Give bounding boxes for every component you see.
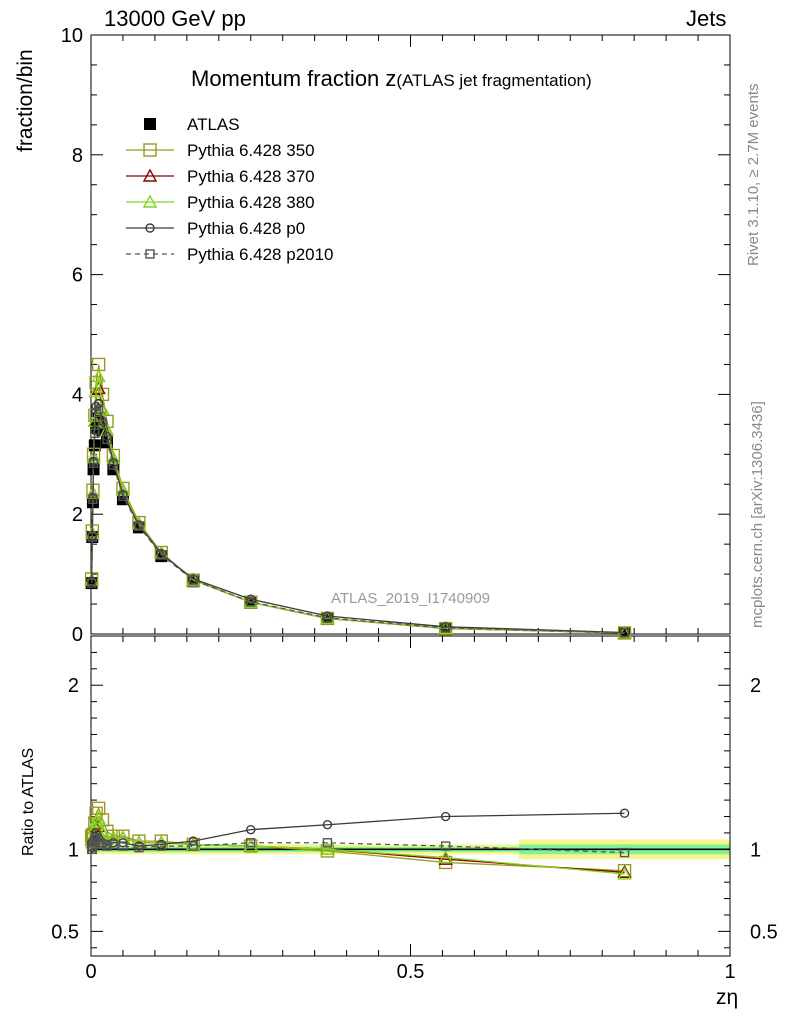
main-ytick-label: 2 <box>72 504 83 526</box>
x-axis-label: zη <box>716 986 739 1009</box>
legend-label-pythia-6-428-350: Pythia 6.428 350 <box>187 141 315 160</box>
legend-marker-pythia-6-428-p0 <box>145 223 155 233</box>
legend-label-pythia-6-428-p2010: Pythia 6.428 p2010 <box>187 245 334 264</box>
ratio-ytick-label-left: 1 <box>68 839 79 861</box>
main-point-pythia-6-428-p2010 <box>97 419 108 430</box>
main-point-pythia-6-428-p2010 <box>188 575 198 585</box>
ratio-point-pythia-6-428-p2010 <box>88 838 99 848</box>
ratio-point-pythia-6-428-p0 <box>619 808 630 818</box>
ratio-point-pythia-6-428-p2010 <box>134 842 144 853</box>
ratio-point-pythia-6-428-p0 <box>322 820 333 830</box>
ratio-ytick-label-right: 2 <box>750 675 761 697</box>
ratio-ytick-label-right: 0.5 <box>750 921 778 943</box>
watermark: ATLAS_2019_I1740909 <box>331 590 491 607</box>
main-point-pythia-6-428-p2010 <box>102 434 112 445</box>
ratio-point-pythia-6-428-350 <box>320 844 335 858</box>
title-main-text: Momentum fraction z <box>191 66 397 91</box>
legend: ATLAS Pythia 6.428 350 Pythia 6.428 370 Pyt… <box>126 115 334 264</box>
ratio-point-pythia-6-428-380 <box>243 838 258 852</box>
ratio-xtick-label: 0.5 <box>397 961 425 983</box>
legend-marker-atlas <box>144 118 156 130</box>
ratio-ytick-label-left: 2 <box>68 675 79 697</box>
main-point-pythia-6-428-p2010 <box>91 407 101 418</box>
legend-marker-pythia-6-428-350 <box>143 143 157 157</box>
main-ytick-label: 8 <box>72 145 83 167</box>
ratio-point-pythia-6-428-p2010 <box>102 841 112 851</box>
ratio-point-pythia-6-428-p2010 <box>118 841 128 851</box>
ratio-point-pythia-6-428-p2010 <box>440 841 451 851</box>
ratio-point-pythia-6-428-p2010 <box>619 847 630 858</box>
main-point-pythia-6-428-370 <box>91 380 106 395</box>
legend-marker-pythia-6-428-380 <box>142 194 158 208</box>
main-point-pythia-6-428-p2010 <box>88 494 98 504</box>
legend-label-pythia-6-428-370: Pythia 6.428 370 <box>187 167 315 186</box>
main-point-pythia-6-428-p0 <box>91 401 101 412</box>
main-point-pythia-6-428-p0 <box>93 398 104 409</box>
ratio-point-pythia-6-428-p2010 <box>246 838 256 848</box>
series-layer <box>84 357 632 880</box>
category-label: Jets <box>686 6 727 31</box>
main-point-pythia-6-428-p2010 <box>88 458 99 468</box>
main-point-pythia-6-428-p2010 <box>246 596 256 607</box>
ratio-point-pythia-6-428-380 <box>617 866 632 880</box>
rivet-info: Rivet 3.1.10, ≥ 2.7M events <box>745 83 762 267</box>
main-title: Momentum fraction z(ATLAS jet fragmentat… <box>191 66 592 92</box>
legend-marker-pythia-6-428-370 <box>142 168 158 182</box>
main-point-pythia-6-428-380 <box>91 368 106 383</box>
main-point-pythia-6-428-p2010 <box>87 532 97 542</box>
ratio-point-pythia-6-428-370 <box>438 851 453 865</box>
ratio-ylabel: Ratio to ATLAS <box>20 747 37 856</box>
ratio-point-pythia-6-428-p2010 <box>91 833 101 843</box>
axes: 0 2 4 6 8 10 0 0.5 1 0.5 0.5 1 1 2 2 <box>51 25 778 983</box>
ratio-point-pythia-6-428-p0 <box>246 824 256 835</box>
ratio-point-pythia-6-428-380 <box>131 835 147 849</box>
main-ytick-label: 10 <box>61 25 83 47</box>
main-point-pythia-6-428-p2010 <box>118 491 128 501</box>
ratio-ytick-label-right: 1 <box>750 839 761 861</box>
main-point-pythia-6-428-p2010 <box>156 550 166 560</box>
main-ytick-label: 6 <box>72 265 83 287</box>
legend-marker-pythia-6-428-p2010 <box>145 249 155 259</box>
main-point-pythia-6-428-p2010 <box>108 460 119 470</box>
ratio-point-pythia-6-428-380 <box>320 841 335 856</box>
main-point-pythia-6-428-p2010 <box>322 613 333 623</box>
ratio-frame <box>90 635 731 957</box>
ratio-point-pythia-6-428-p2010 <box>322 838 333 848</box>
title-suffix-text: (ATLAS jet fragmentation) <box>396 71 592 90</box>
ratio-point-pythia-6-428-p0 <box>440 811 451 822</box>
ratio-xtick-label: 1 <box>724 961 735 983</box>
ratio-point-pythia-6-428-p2010 <box>156 841 166 851</box>
ratio-point-pythia-6-428-380 <box>91 810 106 824</box>
main-ylabel: fraction/bin <box>14 49 37 152</box>
ratio-point-pythia-6-428-p2010 <box>188 841 198 851</box>
ratio-series-line-pythia-6-428-p2010 <box>91 836 625 854</box>
legend-label-pythia-6-428-p0: Pythia 6.428 p0 <box>187 219 305 238</box>
energy-label: 13000 GeV pp <box>104 6 246 31</box>
ratio-point-pythia-6-428-370 <box>617 864 632 879</box>
legend-label-atlas: ATLAS <box>187 115 240 134</box>
ratio-point-pythia-6-428-p0 <box>188 836 198 846</box>
ratio-point-pythia-6-428-380 <box>438 850 453 864</box>
ratio-point-pythia-6-428-p2010 <box>108 839 119 850</box>
legend-label-pythia-6-428-380: Pythia 6.428 380 <box>187 193 315 212</box>
main-point-pythia-6-428-p2010 <box>440 623 451 633</box>
main-ytick-label: 4 <box>72 384 83 406</box>
main-ytick-label: 0 <box>72 624 83 646</box>
ratio-point-pythia-6-428-380 <box>87 820 103 834</box>
main-point-pythia-6-428-p2010 <box>86 578 97 588</box>
main-point-pythia-6-428-p2010 <box>93 404 104 415</box>
ratio-xtick-label: 0 <box>85 961 96 983</box>
main-series-line-pythia-6-428-p2010 <box>90 407 625 634</box>
main-point-pythia-6-428-p2010 <box>619 628 630 638</box>
source-info: mcplots.cern.ch [arXiv:1306.3436] <box>749 401 766 628</box>
main-point-pythia-6-428-p2010 <box>90 428 100 439</box>
ratio-ytick-label-left: 0.5 <box>51 921 79 943</box>
main-point-pythia-6-428-380 <box>88 383 104 398</box>
main-point-pythia-6-428-p2010 <box>134 521 144 531</box>
